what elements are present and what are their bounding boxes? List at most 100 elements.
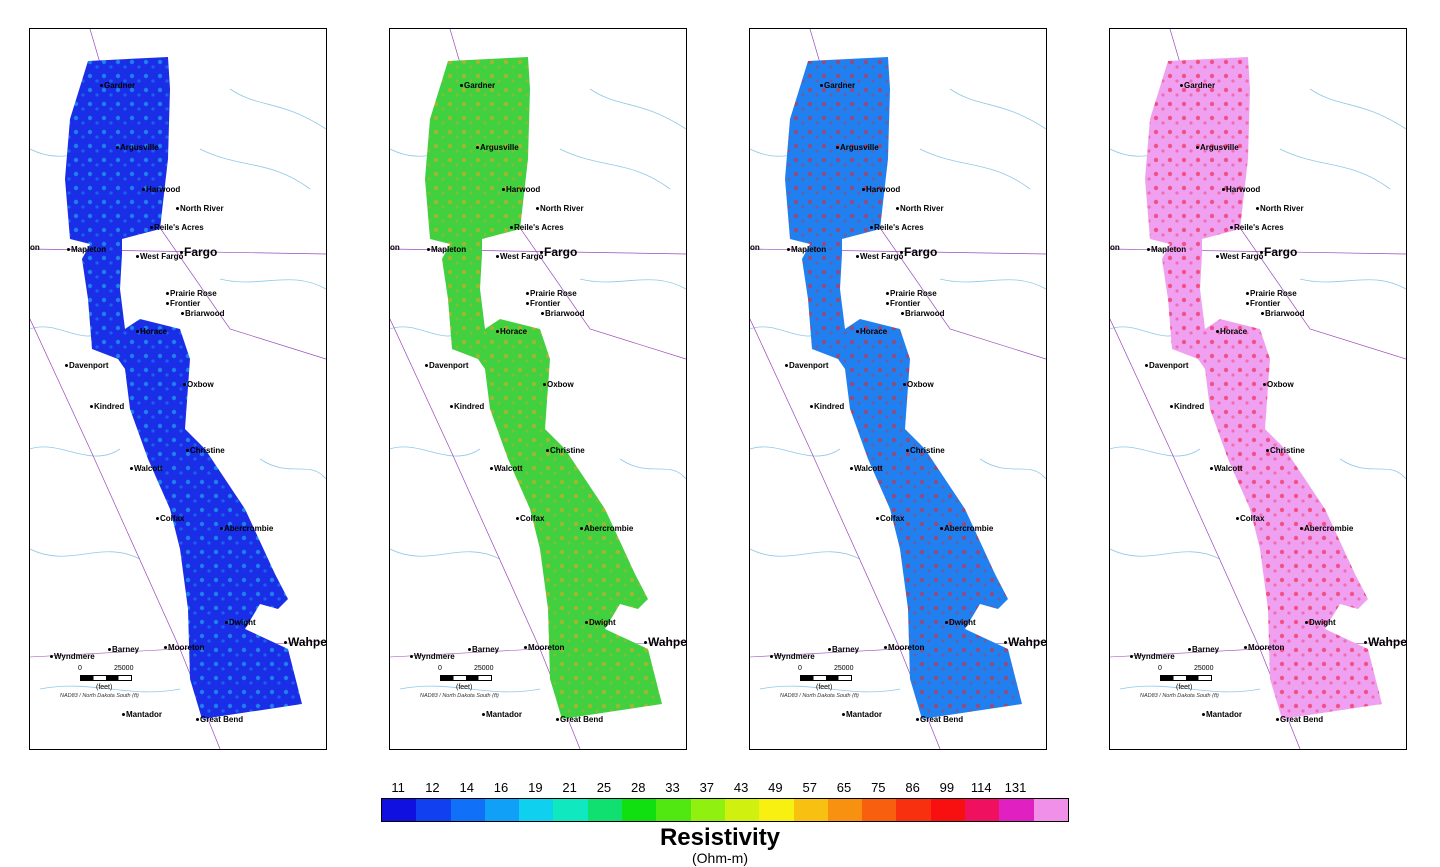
stream-line bbox=[1119, 685, 1261, 693]
town-label-oxbow: Oxbow bbox=[1263, 380, 1294, 390]
town-marker bbox=[886, 292, 889, 296]
town-name: Mooreton bbox=[888, 643, 925, 652]
legend-tick-label: 86 bbox=[905, 780, 920, 795]
stream-line bbox=[979, 458, 1046, 480]
town-label-north-river: North River bbox=[176, 204, 224, 214]
town-label-on-fragment: on bbox=[30, 243, 40, 253]
town-name: Frontier bbox=[890, 299, 921, 308]
town-name: Mooreton bbox=[168, 643, 205, 652]
town-marker bbox=[785, 364, 788, 368]
scale-distance: 25000 bbox=[474, 665, 494, 672]
town-name: Kindred bbox=[814, 402, 845, 411]
town-marker bbox=[468, 648, 471, 652]
town-label-abercrombie: Abercrombie bbox=[580, 524, 633, 534]
town-marker bbox=[220, 527, 223, 531]
town-name: Mooreton bbox=[528, 643, 565, 652]
legend-tick-spacer bbox=[1033, 780, 1067, 796]
town-marker bbox=[1196, 146, 1199, 150]
town-name: Davenport bbox=[69, 361, 109, 370]
town-name: West Fargo bbox=[140, 252, 184, 261]
town-marker bbox=[540, 251, 543, 255]
town-marker bbox=[476, 146, 479, 150]
town-label-great-bend: Great Bend bbox=[196, 715, 243, 725]
town-marker bbox=[1244, 646, 1247, 650]
town-label-frontier: Frontier bbox=[1246, 299, 1280, 309]
town-label-mooreton: Mooreton bbox=[164, 643, 204, 653]
town-marker bbox=[945, 621, 948, 625]
town-name: Frontier bbox=[530, 299, 561, 308]
town-label-davenport: Davenport bbox=[785, 361, 829, 371]
town-label-kindred: Kindred bbox=[450, 402, 484, 412]
town-marker bbox=[886, 302, 889, 306]
town-label-wyndmere: Wyndmere bbox=[410, 652, 455, 662]
town-marker bbox=[541, 312, 544, 316]
town-label-great-bend: Great Bend bbox=[916, 715, 963, 725]
map-panel-4: -97°00'-96°40'-97°00'-96°40'47°00'46°40'… bbox=[1109, 28, 1407, 750]
town-marker bbox=[183, 383, 186, 387]
town-name: Walcott bbox=[1214, 464, 1243, 473]
legend-swatch bbox=[759, 799, 794, 821]
town-label-fargo: Fargo bbox=[180, 246, 217, 258]
town-label-reiles-acres: Reile's Acres bbox=[510, 223, 564, 233]
town-label-harwood: Harwood bbox=[142, 185, 180, 195]
legend-swatch bbox=[416, 799, 451, 821]
town-label-briarwood: Briarwood bbox=[1261, 309, 1305, 319]
stream-line bbox=[949, 88, 1046, 130]
town-label-horace: Horace bbox=[136, 327, 167, 337]
town-name: Horace bbox=[860, 327, 888, 336]
town-marker bbox=[1364, 641, 1367, 645]
town-name: Great Bend bbox=[200, 715, 244, 724]
town-marker bbox=[1222, 188, 1225, 192]
town-name: West Fargo bbox=[500, 252, 544, 261]
town-label-oxbow: Oxbow bbox=[903, 380, 934, 390]
highway-line bbox=[390, 248, 686, 255]
town-name: Great Bend bbox=[1280, 715, 1324, 724]
town-marker bbox=[644, 641, 647, 645]
highway-line bbox=[390, 640, 686, 658]
town-label-fargo: Fargo bbox=[900, 246, 937, 258]
town-name: Wahpeto bbox=[1008, 635, 1047, 649]
town-marker bbox=[67, 248, 70, 252]
town-name: North River bbox=[540, 204, 584, 213]
town-marker bbox=[122, 713, 125, 717]
town-name: Oxbow bbox=[1267, 380, 1294, 389]
legend-tick-label: 14 bbox=[459, 780, 474, 795]
town-label-north-river: North River bbox=[536, 204, 584, 214]
town-name: Prairie Rose bbox=[1250, 289, 1297, 298]
town-label-gardner: Gardner bbox=[100, 81, 135, 91]
legend-swatch bbox=[862, 799, 897, 821]
town-label-mantador: Mantador bbox=[122, 710, 162, 720]
town-name: Christine bbox=[550, 446, 585, 455]
scale-zero: 0 bbox=[1158, 665, 1162, 672]
town-marker bbox=[916, 718, 919, 722]
town-marker bbox=[526, 292, 529, 296]
town-name: Wahpeto bbox=[288, 635, 327, 649]
legend-swatch bbox=[930, 799, 966, 821]
map-canvas bbox=[390, 29, 686, 749]
town-name: Argusville bbox=[1200, 143, 1239, 152]
highway-line bbox=[30, 248, 326, 255]
legend-swatch bbox=[382, 799, 417, 821]
town-label-prairie-rose: Prairie Rose bbox=[526, 289, 577, 299]
town-marker bbox=[450, 405, 453, 409]
town-name: on bbox=[30, 243, 40, 252]
town-name: Argusville bbox=[120, 143, 159, 152]
legend-tick-label: 49 bbox=[768, 780, 783, 795]
scale-unit: (feet) bbox=[456, 684, 473, 691]
town-name: Kindred bbox=[1174, 402, 1205, 411]
town-marker bbox=[181, 312, 184, 316]
stream-line bbox=[199, 148, 311, 190]
resistivity-survey-area bbox=[425, 57, 662, 719]
town-marker bbox=[136, 255, 139, 259]
town-label-horace: Horace bbox=[856, 327, 887, 337]
town-label-west-fargo: West Fargo bbox=[856, 252, 903, 262]
town-marker bbox=[176, 207, 179, 211]
town-name: Briarwood bbox=[185, 309, 225, 318]
town-name: Mapleton bbox=[1151, 245, 1187, 254]
town-marker bbox=[1004, 641, 1007, 645]
legend-swatch bbox=[1033, 799, 1068, 821]
town-label-mapleton: Mapleton bbox=[1147, 245, 1186, 255]
town-label-mantador: Mantador bbox=[1202, 710, 1242, 720]
town-marker bbox=[556, 718, 559, 722]
town-label-fargo: Fargo bbox=[1260, 246, 1297, 258]
